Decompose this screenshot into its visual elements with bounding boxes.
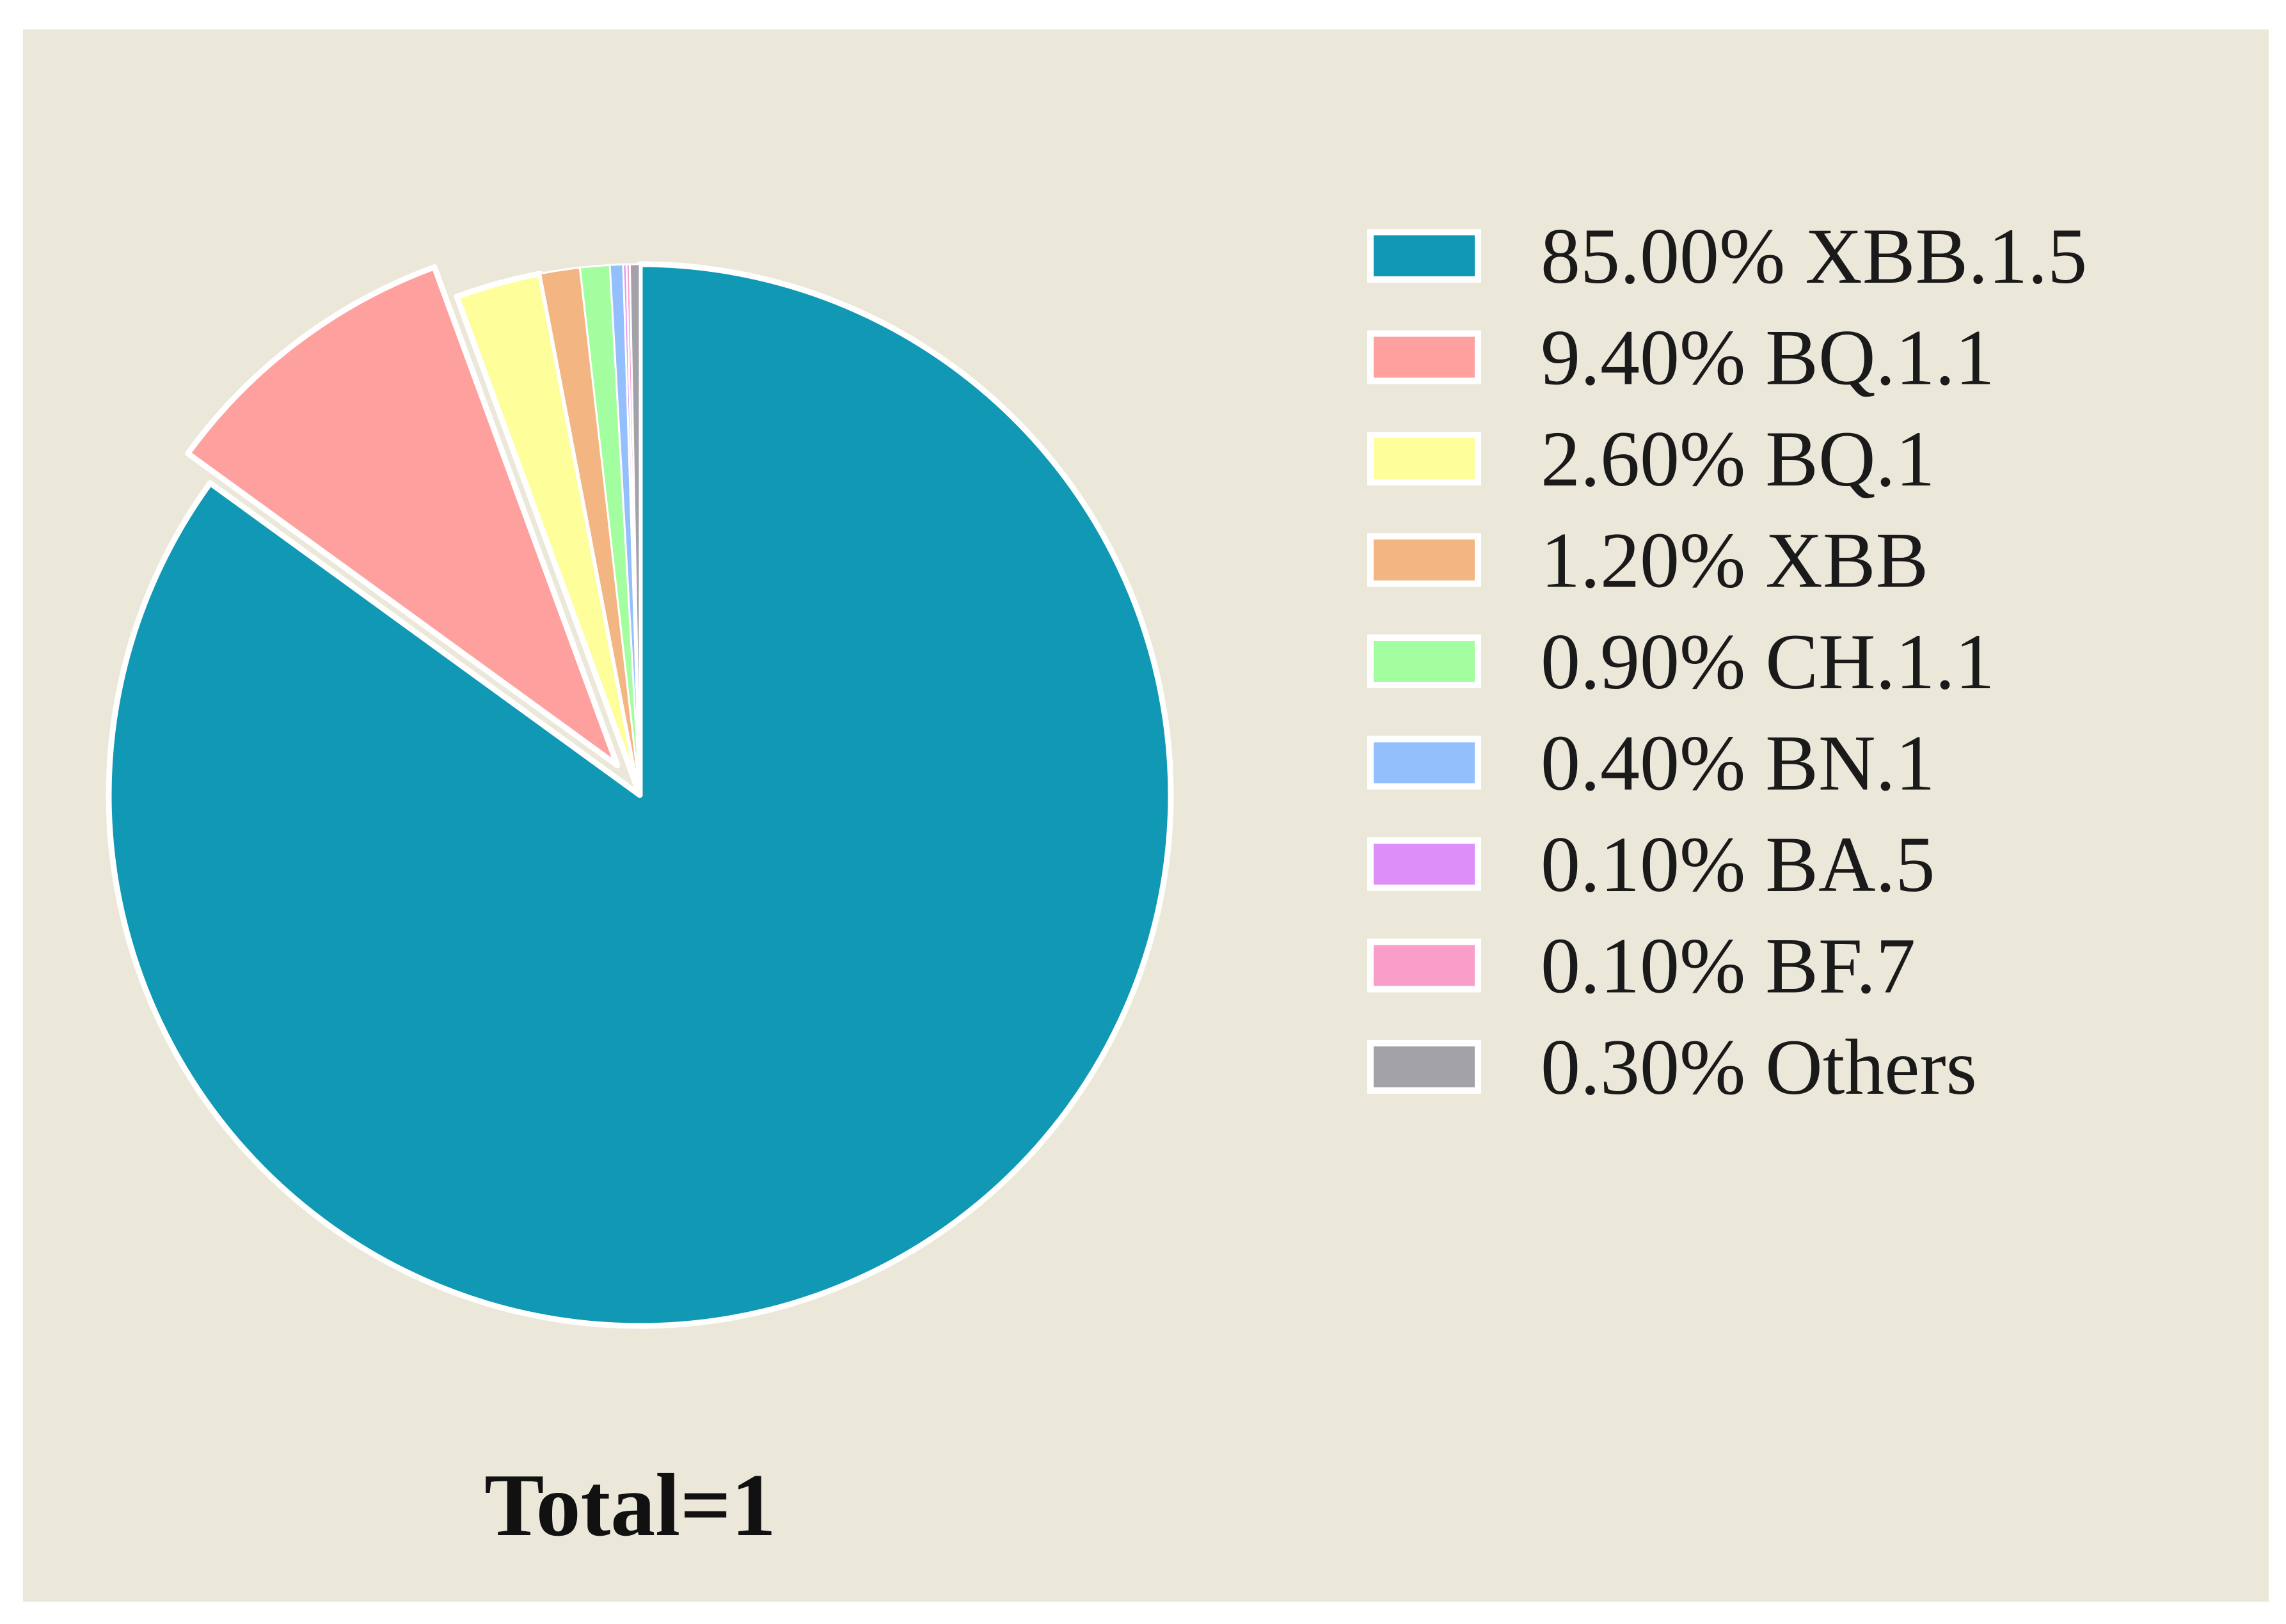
- legend-label-xbb: 1.20% XBB: [1541, 517, 1928, 604]
- legend-label-ba-5: 0.10% BA.5: [1541, 821, 1935, 908]
- legend-swatch-ba-5: [1367, 837, 1481, 891]
- legend-swatch-bq-1: [1367, 432, 1481, 485]
- legend-swatch-xbb: [1367, 533, 1481, 587]
- legend-swatch-bf-7: [1367, 938, 1481, 993]
- legend-label-bf-7: 0.10% BF.7: [1541, 922, 1916, 1010]
- legend-swatch-bn-1: [1367, 736, 1481, 790]
- legend-label-xbb-1-5: 85.00% XBB.1.5: [1541, 212, 2087, 300]
- legend-swatch-xbb-1-5: [1367, 229, 1481, 283]
- pie-slice-others: [628, 263, 641, 796]
- pie-slices: [106, 261, 1174, 1329]
- legend-label-bn-1: 0.40% BN.1: [1541, 720, 1935, 807]
- legend-label-bq-1: 2.60% BQ.1: [1541, 415, 1935, 503]
- legend-swatch-bq-1-1: [1367, 330, 1481, 384]
- legend-swatch-others: [1367, 1040, 1481, 1094]
- legend-label-ch-1-1: 0.90% CH.1.1: [1541, 618, 1995, 706]
- pie-slice-bq-1-1: [185, 264, 621, 769]
- total-label: Total=1: [484, 1456, 776, 1555]
- legend: 85.00% XBB.1.5 9.40% BQ.1.1 2.60% BQ.1 1.20…: [1367, 212, 2087, 1111]
- legend-label-others: 0.30% Others: [1541, 1023, 1977, 1111]
- legend-label-bq-1-1: 9.40% BQ.1.1: [1541, 314, 1995, 402]
- legend-swatch-ch-1-1: [1367, 635, 1481, 688]
